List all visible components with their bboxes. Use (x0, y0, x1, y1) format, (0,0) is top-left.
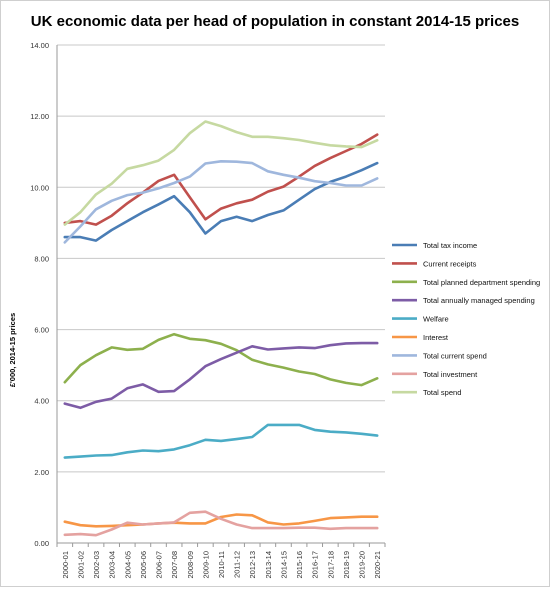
legend-label-total-current-spend: Total current spend (423, 351, 487, 360)
x-tick-label: 2000-01 (61, 551, 70, 579)
legend-label-total-investment: Total investment (423, 370, 478, 379)
x-tick-label: 2002-03 (92, 551, 101, 579)
y-axis-ticks: 0.00 2.00 4.00 6.00 8.00 10.00 12.00 14.00 (30, 41, 49, 548)
x-tick-label: 2020-21 (373, 551, 382, 579)
x-tick-label: 2004-05 (123, 551, 132, 579)
series-lines (63, 120, 379, 537)
x-tick-label: 2003-04 (108, 551, 117, 579)
legend-label-welfare: Welfare (423, 315, 449, 324)
series-line-total-current-spend (63, 160, 379, 244)
series-line-interest (63, 513, 379, 528)
series-line-total-spend (63, 120, 379, 226)
x-tick-label: 2011-12 (233, 551, 242, 578)
x-tick-label: 2013-14 (264, 551, 273, 579)
x-axis-ticks: 2000-01 2001-02 2002-03 2003-04 2004-05 2005-… (56, 543, 386, 579)
series-line-welfare (63, 423, 379, 459)
series-line-total-investment (63, 510, 379, 537)
y-tick-label: 8.00 (34, 254, 49, 263)
y-tick-label: 2.00 (34, 468, 49, 477)
y-tick-label: 6.00 (34, 326, 49, 335)
x-tick-label: 2007-08 (170, 551, 179, 579)
x-tick-label: 2017-18 (326, 551, 335, 579)
series-line-total-planned-department-spending (63, 332, 379, 387)
legend-label-total-tax-income: Total tax income (423, 241, 477, 250)
x-tick-label: 2016-17 (311, 551, 320, 579)
x-tick-label: 2019-20 (358, 551, 367, 579)
x-tick-label: 2015-16 (295, 551, 304, 579)
y-tick-label: 14.00 (30, 41, 49, 50)
x-tick-label: 2006-07 (155, 551, 164, 579)
legend-label-interest: Interest (423, 333, 449, 342)
x-tick-label: 2018-19 (342, 551, 351, 579)
x-tick-label: 2009-10 (201, 551, 210, 579)
x-tick-label: 2005-06 (139, 551, 148, 579)
x-tick-label: 2010-11 (217, 551, 226, 578)
legend-label-total-spend: Total spend (423, 388, 461, 397)
y-tick-label: 10.00 (30, 183, 49, 192)
x-tick-label: 2012-13 (248, 551, 257, 579)
x-tick-label: 2014-15 (279, 551, 288, 579)
series-line-total-annually-managed-spending (63, 341, 379, 410)
legend-label-total-planned-department-spending: Total planned department spending (423, 278, 540, 287)
gridlines (56, 44, 385, 544)
legend: Total tax income Current receipts Total pl… (392, 241, 540, 397)
y-tick-label: 4.00 (34, 397, 49, 406)
series-line-total-tax-income (63, 161, 379, 242)
y-tick-label: 0.00 (34, 539, 49, 548)
legend-label-current-receipts: Current receipts (423, 259, 477, 268)
y-axis-label: £'000, 2014-15 prices (8, 313, 17, 387)
series-line-current-receipts (63, 133, 379, 226)
y-tick-label: 12.00 (30, 112, 49, 121)
x-tick-label: 2001-02 (76, 551, 85, 579)
legend-label-total-annually-managed-spending: Total annually managed spending (423, 296, 535, 305)
chart-title: UK economic data per head of population … (31, 13, 519, 30)
x-tick-label: 2008-09 (186, 551, 195, 579)
